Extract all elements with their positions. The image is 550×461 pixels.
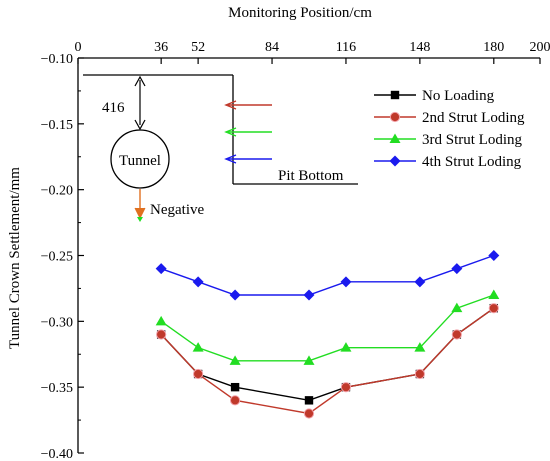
y-tick-label: −0.40 [41, 447, 73, 461]
x-tick-label: 36 [154, 40, 168, 55]
x-tick-label: 52 [191, 40, 205, 55]
negative-direction-head [134, 207, 146, 220]
data-point [488, 250, 500, 261]
strut-arrow-head-4 [224, 154, 237, 164]
data-point [155, 315, 167, 326]
data-point [451, 263, 463, 275]
y-tick-label: −0.10 [41, 52, 73, 67]
x-tick-label: 84 [265, 40, 279, 55]
data-point [192, 276, 204, 288]
data-point [488, 303, 499, 314]
data-point [414, 342, 426, 352]
data-point [229, 355, 241, 365]
y-tick-label: −0.30 [41, 315, 73, 330]
data-point [303, 408, 315, 419]
legend-marker [390, 90, 400, 100]
data-point [303, 289, 315, 301]
data-point [230, 382, 240, 392]
legend-marker [389, 133, 401, 143]
y-tick-label: −0.15 [41, 118, 73, 133]
legend-label: 4th Strut Loding [422, 154, 522, 170]
data-point [451, 302, 463, 313]
x-tick-label: 0 [75, 40, 82, 55]
data-point [193, 368, 204, 380]
series-line [160, 254, 495, 296]
series-layer [155, 250, 500, 419]
data-point [192, 342, 204, 352]
x-tick-label: 200 [530, 40, 550, 55]
y-tick-label: −0.25 [41, 250, 73, 265]
strut-arrow-head-3 [224, 127, 237, 137]
data-point [340, 276, 352, 288]
series-3 [155, 289, 500, 365]
y-tick-label: −0.35 [41, 381, 73, 396]
tunnel-schematic: 416 Tunnel Negative Pit Bottom [83, 74, 358, 222]
x-tick-label: 116 [336, 40, 356, 55]
legend-label: No Loading [422, 88, 495, 104]
negative-label: Negative [150, 202, 204, 218]
strut-arrows [224, 100, 272, 164]
tunnel-circle [110, 129, 170, 189]
series-4 [155, 250, 500, 301]
data-point [155, 263, 167, 275]
data-point [414, 368, 425, 380]
data-point [156, 329, 167, 340]
data-point [303, 355, 315, 365]
series-line [160, 307, 495, 415]
data-point [229, 289, 241, 301]
data-point [340, 382, 352, 393]
legend-label: 2nd Strut Loding [422, 110, 525, 126]
x-axis-title: Monitoring Position/cm [228, 5, 372, 21]
strut-arrow-head-2 [224, 100, 237, 110]
tunnel-label: Tunnel [119, 153, 161, 169]
negative-direction-tip-icon [137, 217, 143, 222]
depth-label: 416 [102, 100, 125, 116]
data-point [304, 396, 314, 405]
series-2 [156, 303, 499, 419]
data-point [451, 329, 462, 340]
x-tick-label: 180 [483, 40, 504, 55]
data-point [229, 395, 241, 406]
legend-label: 3rd Strut Loding [422, 132, 522, 148]
series-line [160, 294, 495, 362]
data-point [488, 289, 500, 299]
y-tick-label: −0.20 [41, 184, 73, 199]
data-point [340, 342, 352, 352]
legend: No Loading 2nd Strut Loding 3rd Strut Lodi… [374, 88, 525, 170]
pit-bottom-label: Pit Bottom [278, 168, 344, 184]
x-ticks: 0 36 52 84 116 148 180 200 [75, 40, 550, 64]
legend-marker [389, 155, 401, 167]
x-tick-label: 148 [409, 40, 430, 55]
legend-marker [389, 111, 401, 123]
y-axis-title: Tunnel Crown Settlement/mm [7, 167, 23, 349]
depth-arrow-up-head [134, 75, 146, 87]
depth-arrow-down-head [134, 119, 146, 131]
y-ticks: −0.10 −0.15 −0.20 −0.25 −0.30 −0.35 −0.40 [41, 52, 84, 461]
data-point [414, 276, 426, 288]
